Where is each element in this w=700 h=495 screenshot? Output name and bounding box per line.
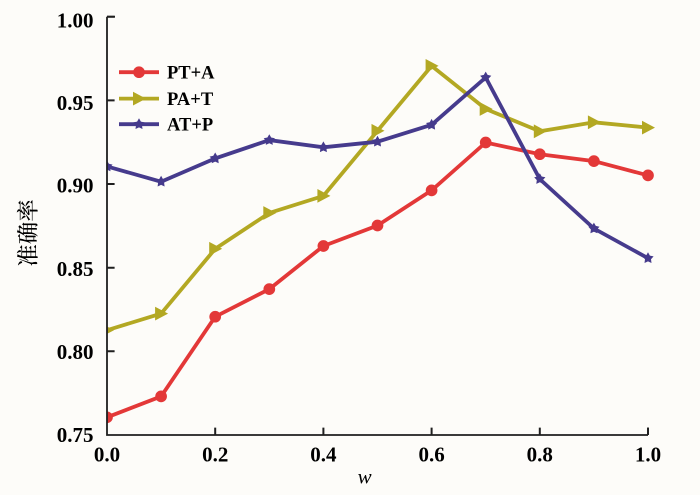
svg-text:0.6: 0.6 <box>418 442 444 466</box>
svg-text:0.2: 0.2 <box>202 442 228 466</box>
svg-text:0.75: 0.75 <box>57 423 94 447</box>
svg-text:0.4: 0.4 <box>310 442 337 466</box>
svg-text:PA+T: PA+T <box>167 90 214 110</box>
svg-text:0.0: 0.0 <box>94 442 120 466</box>
svg-text:1.00: 1.00 <box>57 8 94 32</box>
svg-text:0.95: 0.95 <box>57 91 94 115</box>
svg-text:AT+P: AT+P <box>167 116 213 136</box>
svg-text:w: w <box>358 464 372 488</box>
svg-text:0.90: 0.90 <box>57 174 94 198</box>
svg-text:0.8: 0.8 <box>527 442 553 466</box>
svg-text:0.80: 0.80 <box>57 340 94 364</box>
svg-text:PT+A: PT+A <box>167 64 215 84</box>
svg-text:0.85: 0.85 <box>57 257 94 281</box>
svg-text:1.0: 1.0 <box>635 442 661 466</box>
